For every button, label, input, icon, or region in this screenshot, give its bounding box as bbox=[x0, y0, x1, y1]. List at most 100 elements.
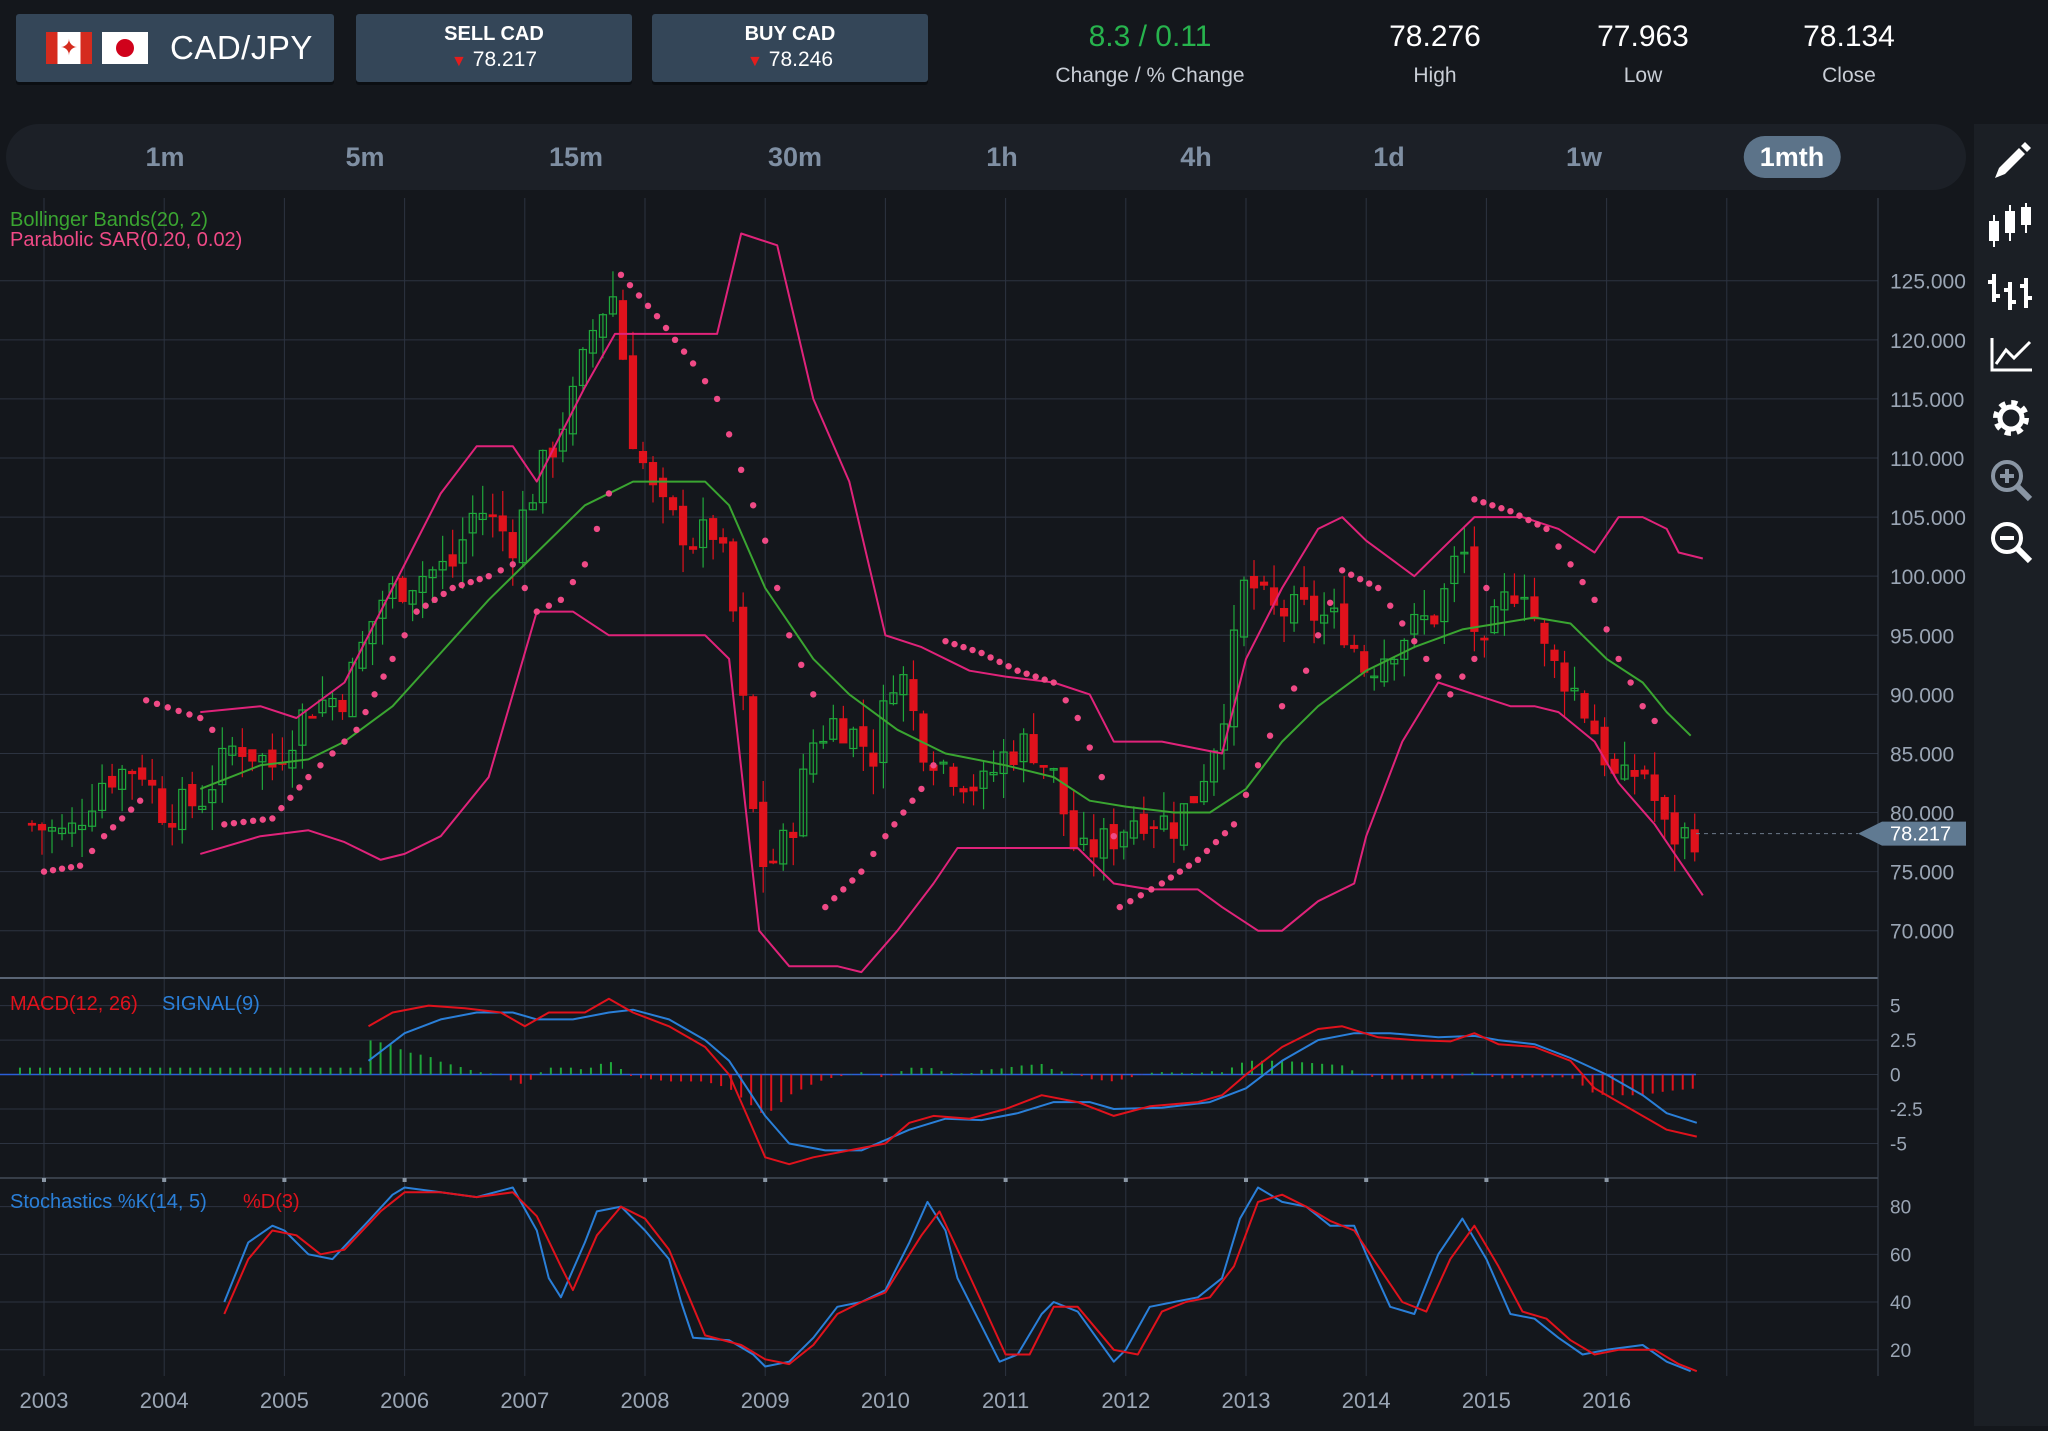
sar-dot bbox=[389, 655, 396, 663]
sar-dot bbox=[287, 794, 294, 801]
sar-dot bbox=[1005, 663, 1012, 670]
sar-dot bbox=[635, 292, 643, 299]
sar-dot bbox=[1459, 673, 1466, 680]
sar-dot bbox=[662, 324, 670, 332]
sar-dot bbox=[1555, 543, 1562, 550]
sar-dot bbox=[1314, 632, 1322, 639]
sar-dot bbox=[509, 561, 516, 568]
sar-dot bbox=[1302, 667, 1310, 674]
candle-down bbox=[959, 788, 968, 793]
tick-dot bbox=[1364, 1178, 1369, 1182]
price-axis-label: 120.000 bbox=[1890, 330, 1966, 353]
sar-dot bbox=[1651, 717, 1658, 725]
candle-down bbox=[108, 775, 117, 788]
line-chart-icon[interactable] bbox=[1974, 324, 2048, 384]
sar-dot bbox=[1230, 821, 1238, 828]
candle-up bbox=[118, 768, 127, 790]
candle-up bbox=[418, 575, 427, 594]
candlestick-icon[interactable] bbox=[1974, 196, 2048, 256]
sell-price: 78.217 bbox=[472, 48, 538, 71]
sar-dot bbox=[1471, 496, 1478, 503]
gear-icon[interactable] bbox=[1974, 388, 2048, 448]
sar-dot bbox=[1086, 744, 1093, 751]
timeframe-1d[interactable]: 1d bbox=[1373, 142, 1405, 172]
sar-dot bbox=[1627, 679, 1634, 686]
sar-dot bbox=[240, 818, 247, 826]
stoch-axis-label: 80 bbox=[1890, 1198, 1911, 1219]
timeframe-1m[interactable]: 1m bbox=[145, 142, 185, 172]
candle-up bbox=[218, 747, 227, 786]
timeframe-1w[interactable]: 1w bbox=[1565, 142, 1603, 172]
candle-up bbox=[779, 829, 788, 865]
candle-down bbox=[1299, 587, 1309, 600]
sar-dot bbox=[164, 704, 172, 711]
timeframe-1h[interactable]: 1h bbox=[986, 142, 1018, 172]
candle-down bbox=[739, 606, 748, 696]
candle-down bbox=[628, 355, 638, 450]
candle-up bbox=[598, 314, 608, 338]
bollinger-lower-line bbox=[200, 610, 1704, 974]
tick-dot bbox=[282, 1178, 287, 1182]
candle-up bbox=[97, 782, 107, 812]
sar-dot bbox=[249, 817, 257, 825]
price-axis-label: 95.000 bbox=[1890, 625, 1954, 648]
candle-down bbox=[919, 713, 928, 763]
sar-dot bbox=[467, 578, 474, 586]
stoch-d-legend: %D(3) bbox=[243, 1191, 300, 1213]
sar-dot bbox=[840, 886, 847, 893]
time-axis-label: 2015 bbox=[1462, 1388, 1511, 1413]
buy-button[interactable]: BUY CAD ▼ 78.246 bbox=[652, 14, 928, 82]
top-bar: ✦ CAD/JPY SELL CAD ▼ 78.217 BUY CAD ▼ 78.2… bbox=[0, 0, 2048, 120]
sar-dot bbox=[1023, 670, 1030, 677]
sar-dot bbox=[1127, 897, 1134, 905]
sar-dot bbox=[581, 561, 589, 568]
time-axis-label: 2008 bbox=[621, 1388, 670, 1413]
chart-area[interactable]: 125.000 120.000 115.000 110.000 105.000 100.0… bbox=[0, 198, 1966, 1426]
sar-dot bbox=[605, 490, 613, 497]
sell-button[interactable]: SELL CAD ▼ 78.217 bbox=[356, 14, 632, 82]
ohlc-bars-icon[interactable] bbox=[1974, 260, 2048, 320]
sar-dot bbox=[269, 815, 276, 822]
timeframe-5m[interactable]: 5m bbox=[345, 142, 385, 172]
sar-dot bbox=[305, 773, 312, 781]
sar-dot bbox=[58, 865, 66, 872]
sar-dot bbox=[1435, 673, 1442, 680]
sar-dot bbox=[1254, 762, 1262, 769]
sar-dot bbox=[849, 877, 856, 884]
candle-up bbox=[899, 674, 908, 696]
timeframe-4h[interactable]: 4h bbox=[1180, 142, 1212, 172]
pencil-icon[interactable] bbox=[1974, 132, 2048, 192]
price-chart[interactable]: 125.000 120.000 115.000 110.000 105.000 100.0… bbox=[0, 198, 1966, 1426]
candle-up bbox=[1330, 607, 1339, 613]
sar-dot bbox=[882, 832, 889, 840]
macd-axis-label: -5 bbox=[1890, 1135, 1907, 1156]
zoom-out-icon[interactable] bbox=[1974, 512, 2048, 572]
sar-dot bbox=[1116, 903, 1123, 911]
timeframe-15m[interactable]: 15m bbox=[548, 142, 604, 172]
candle-down bbox=[1089, 839, 1098, 858]
high-value: 78.276 bbox=[1389, 20, 1481, 53]
tick-dot bbox=[42, 1178, 46, 1182]
zoom-in-icon[interactable] bbox=[1974, 450, 2048, 510]
sar-legend: Parabolic SAR(0.20, 0.02) bbox=[10, 229, 242, 251]
instrument-selector[interactable]: ✦ CAD/JPY bbox=[16, 14, 334, 82]
stoch-axis-label: 20 bbox=[1890, 1341, 1911, 1362]
sar-dot bbox=[209, 726, 216, 734]
sar-dot bbox=[1266, 732, 1274, 739]
candle-down bbox=[1600, 726, 1609, 766]
candle-up bbox=[458, 539, 467, 564]
sar-dot bbox=[1516, 512, 1523, 519]
sar-dot bbox=[822, 903, 829, 911]
sar-dot bbox=[1399, 620, 1406, 627]
sar-dot bbox=[278, 804, 285, 812]
price-axis-label: 125.000 bbox=[1890, 271, 1966, 294]
instrument-symbol: CAD/JPY bbox=[170, 29, 313, 66]
sar-dot bbox=[960, 643, 967, 651]
timeframe-1mth[interactable]: 1mth bbox=[1743, 136, 1841, 178]
candle-down bbox=[508, 532, 517, 559]
sar-dot bbox=[1326, 599, 1334, 606]
timeframe-30m[interactable]: 30m bbox=[767, 142, 823, 172]
candle-down bbox=[1660, 797, 1669, 820]
sar-dot bbox=[737, 466, 745, 474]
candle-down bbox=[859, 726, 868, 747]
